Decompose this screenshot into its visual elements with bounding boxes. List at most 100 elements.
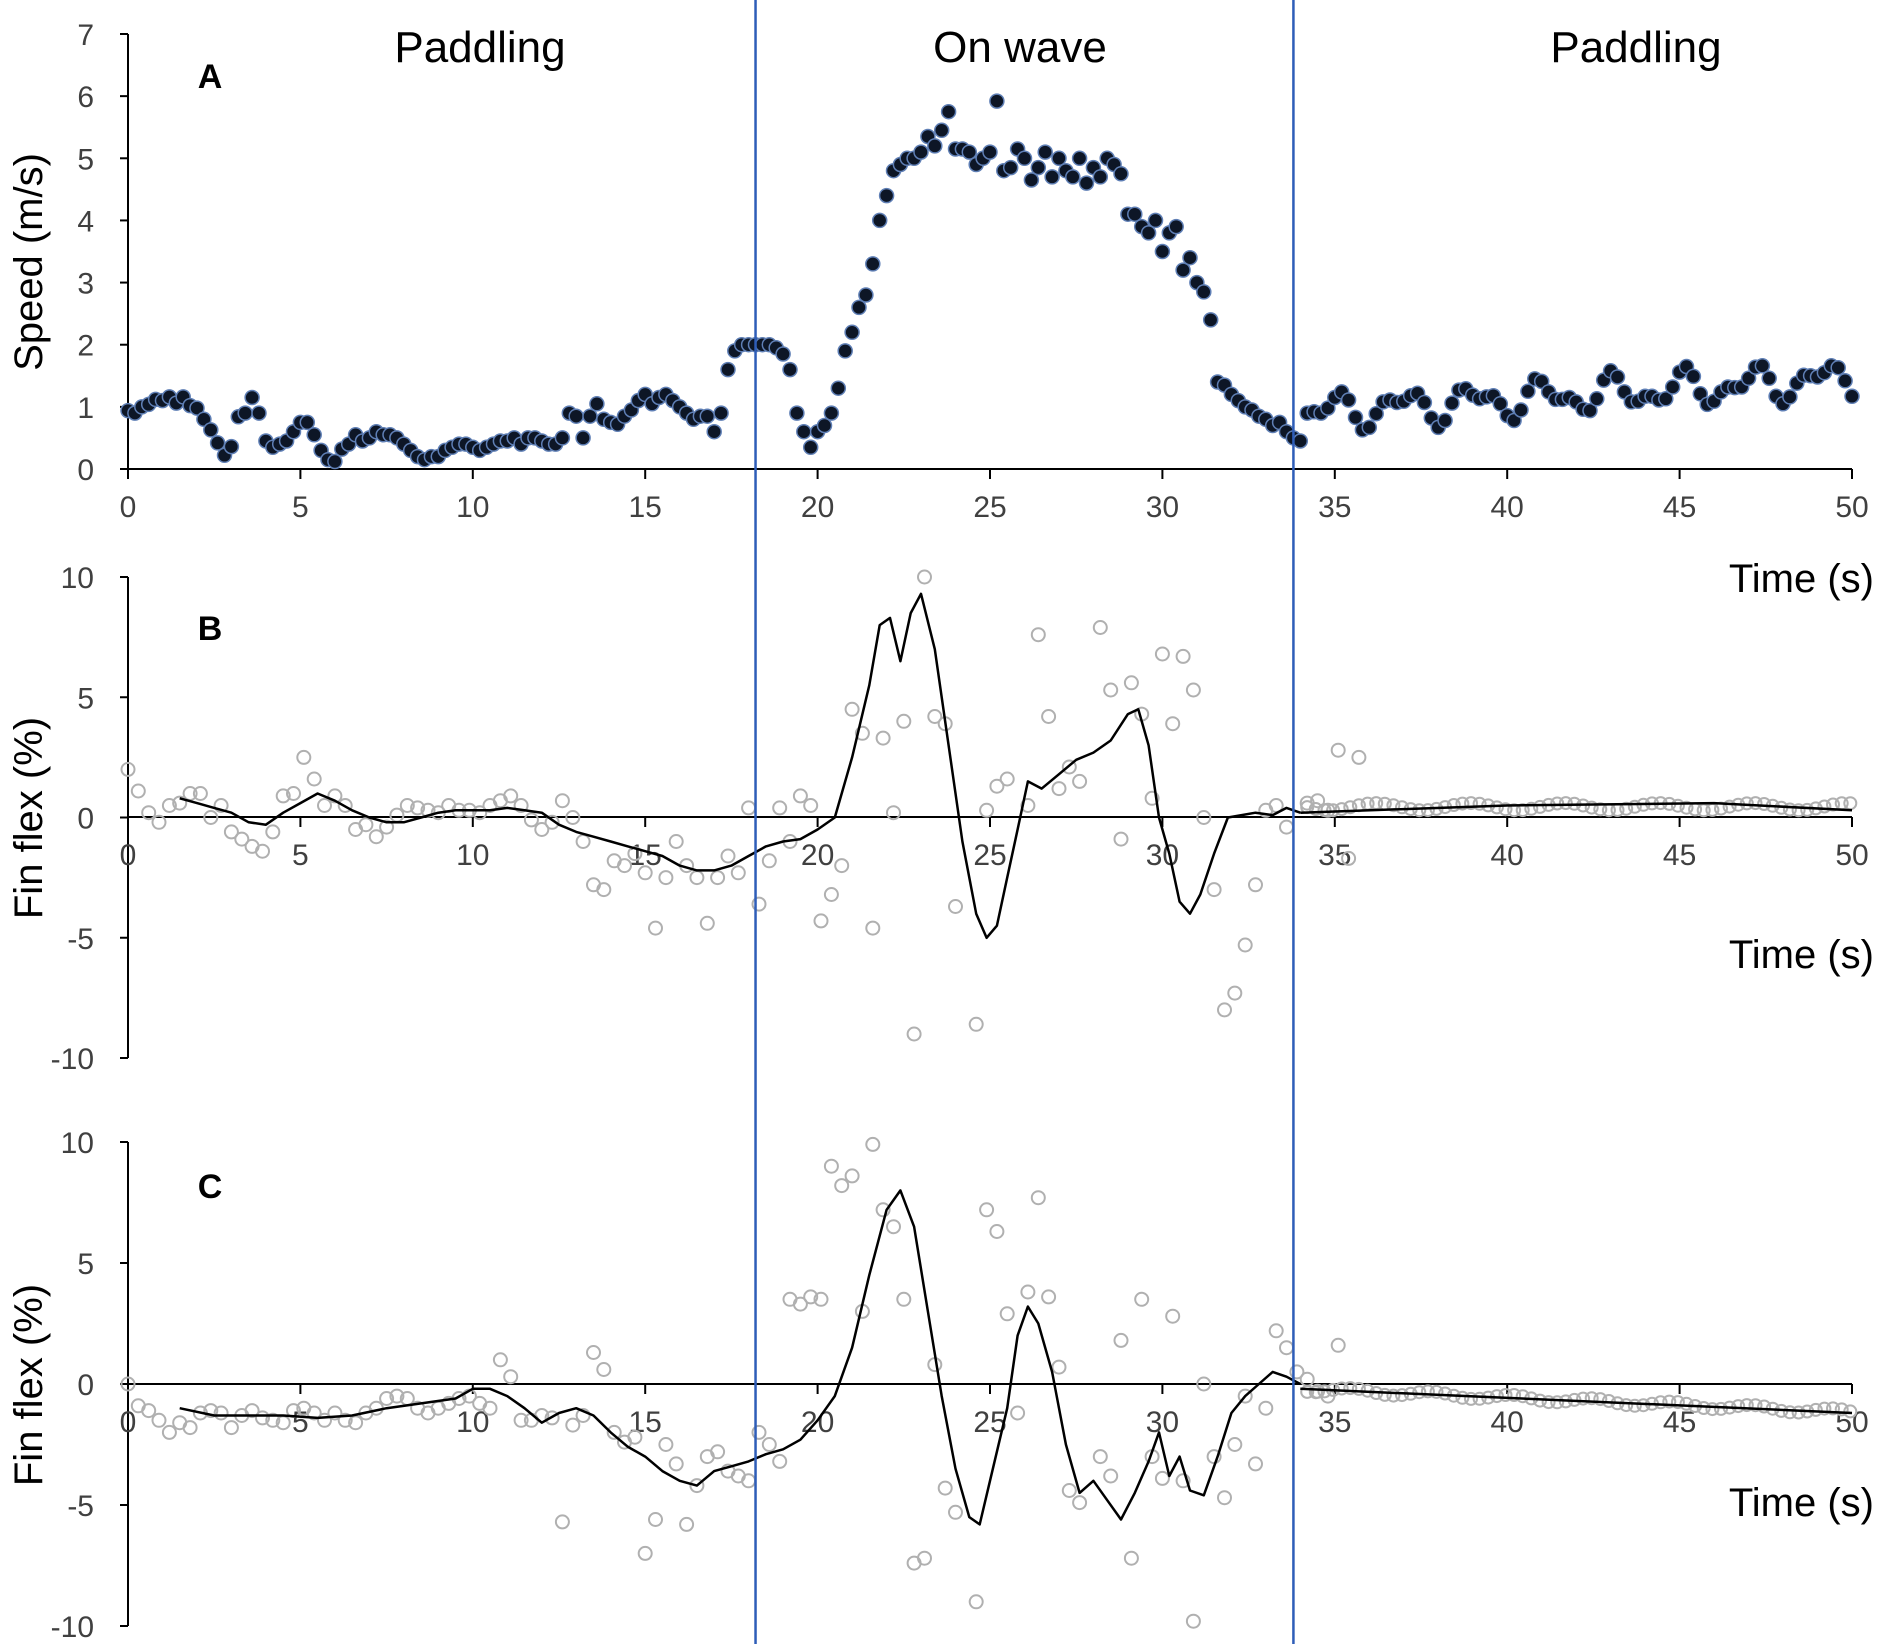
- panel-c-data-point: [1843, 1404, 1858, 1419]
- panel-c-data-point: [1279, 1340, 1294, 1356]
- panel-c-data-point: [1185, 1613, 1201, 1629]
- panel-b-x-tick-label: 30: [1146, 839, 1179, 872]
- panel-b-data-point: [1782, 802, 1797, 817]
- panel-b-data-point: [875, 730, 891, 746]
- panel-a-data-point: [1844, 388, 1860, 405]
- panel-a-x-tick-label: 50: [1835, 491, 1868, 524]
- panel-c-data-point: [151, 1412, 167, 1428]
- panel-c-data-point: [1817, 1401, 1832, 1416]
- panel-b-y-tick-label: 0: [77, 803, 94, 836]
- panel-b-data-point: [1791, 803, 1806, 818]
- panel-b-data-point: [1061, 759, 1077, 775]
- panel-c-data-point: [120, 1376, 136, 1392]
- panel-b-data-point: [1843, 796, 1858, 811]
- panel-b-data-point: [1395, 800, 1409, 815]
- panel-b-x-tick-label: 0: [120, 839, 137, 872]
- panel-a-data-point: [782, 361, 798, 378]
- panel-a-data-point: [306, 427, 322, 443]
- panel-c-data-point: [1217, 1490, 1232, 1506]
- panel-a-y-tick-label: 5: [77, 143, 94, 176]
- panel-c-data-point: [575, 1408, 591, 1423]
- panel-c-data-point: [1826, 1401, 1840, 1416]
- panel-c-data-point: [1791, 1405, 1806, 1420]
- panel-a-data-point: [1830, 359, 1846, 376]
- panel-a-data-point: [775, 346, 791, 362]
- panel-a-data-point: [244, 389, 260, 406]
- panel-b-y-tick-label: -5: [67, 923, 94, 956]
- panel-c-y-tick-label: -5: [67, 1490, 94, 1523]
- panel-c-data-point: [306, 1405, 322, 1421]
- panel-b-data-point: [203, 810, 219, 825]
- panel-b-x-tick-label: 50: [1835, 839, 1868, 872]
- panel-b-data-point: [1412, 803, 1427, 818]
- panel-c-data-point: [1550, 1395, 1565, 1410]
- panel-b-data-point: [213, 798, 229, 813]
- panel-b-data-point: [968, 1016, 984, 1032]
- panel-c-data-point: [1061, 1483, 1077, 1498]
- panel-b-data-point: [689, 870, 705, 886]
- panel-b-data-point: [844, 701, 860, 717]
- panel-a-data-point: [1071, 150, 1088, 167]
- panel-c-data-point: [1714, 1401, 1728, 1416]
- panel-b-data-point: [130, 783, 146, 799]
- panel-a-data-point: [1492, 396, 1509, 412]
- panel-c-data-point: [689, 1478, 705, 1494]
- panel-b-x-tick-label: 10: [456, 839, 489, 872]
- panel-a-data-point: [1782, 389, 1798, 405]
- panel-a-data-point: [1837, 373, 1853, 389]
- panel-b-data-point: [648, 920, 663, 936]
- panel-b-y-tick-label: 10: [61, 562, 94, 595]
- panel-c-data-point: [668, 1456, 684, 1472]
- panel-b-data-point: [865, 920, 881, 936]
- panel-c-data-point: [896, 1291, 912, 1307]
- panel-b-data-point: [927, 709, 943, 724]
- panel-a-data-point: [251, 405, 267, 421]
- panel-b-data-point: [255, 843, 270, 859]
- panel-b-data-point: [1248, 877, 1263, 893]
- panel-c-data-point: [627, 1429, 643, 1445]
- panel-a-data-point: [823, 405, 840, 421]
- panel-b-data-point: [1206, 882, 1222, 898]
- panel-a-data-point: [1182, 249, 1198, 266]
- panel-c-data-point: [1438, 1386, 1453, 1401]
- panel-c-data-point: [1154, 1470, 1170, 1486]
- panel-b-data-point: [151, 814, 167, 830]
- panel-b-data-point: [1317, 803, 1332, 818]
- panel-c-data-point: [792, 1296, 808, 1312]
- panel-b-data-point: [1748, 796, 1763, 811]
- panel-a-y-tick-label: 4: [77, 205, 94, 238]
- panel-b-data-point: [596, 882, 612, 898]
- panel-c-data-point: [1395, 1388, 1409, 1403]
- panel-c-data-point: [1705, 1402, 1720, 1417]
- panel-a-data-point: [1761, 370, 1777, 387]
- panel-b-data-point: [1533, 799, 1547, 814]
- panel-a-data-point: [299, 414, 316, 431]
- panel-b-data-point: [1420, 803, 1435, 818]
- panel-b-data-point: [1627, 799, 1642, 814]
- panel-b-data-point: [275, 788, 291, 804]
- panel-a-data-point: [203, 422, 219, 438]
- panel-a-data-point: [1340, 392, 1357, 408]
- panel-c-data-point: [1072, 1495, 1088, 1511]
- panel-b-data-point: [1489, 800, 1504, 815]
- panel-c-data-point: [1196, 1376, 1212, 1392]
- panel-a-y-tick-label: 7: [77, 19, 94, 52]
- panel-b-data-point: [999, 771, 1015, 787]
- panel-b-data-point: [896, 713, 912, 729]
- panel-a-y-axis-label: Speed (m/s): [7, 153, 51, 371]
- panel-c-data-point: [823, 1158, 839, 1174]
- panel-b-series-line: [179, 592, 1301, 940]
- panel-c-data-point: [834, 1178, 850, 1194]
- panel-a-data-point: [1127, 206, 1143, 222]
- panel-c-data-point: [1268, 1323, 1284, 1339]
- panel-a-data-point: [1437, 412, 1453, 429]
- panel-c-data-point: [1351, 1381, 1366, 1396]
- panel-a-data-point: [913, 144, 929, 160]
- panel-c-y-tick-label: -10: [51, 1611, 94, 1644]
- panel-c-data-point: [389, 1388, 405, 1404]
- panel-b-data-point: [906, 1026, 922, 1042]
- panel-a-data-point: [1154, 243, 1171, 260]
- panel-c-data-point: [203, 1403, 219, 1419]
- panel-c-series-line: [179, 1189, 1301, 1526]
- panel-c-data-point: [327, 1405, 343, 1421]
